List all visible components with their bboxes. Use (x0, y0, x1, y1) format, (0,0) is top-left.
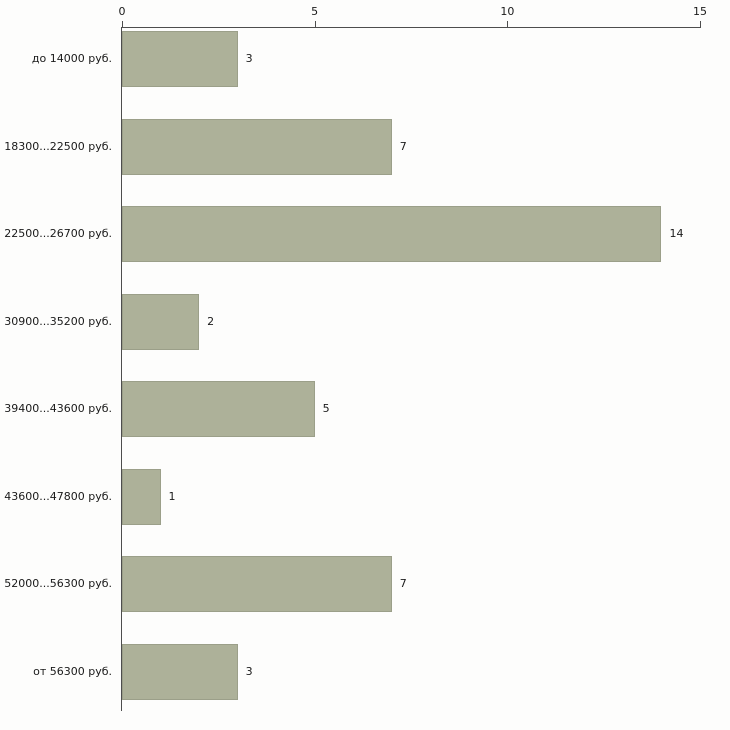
bar-value-label: 14 (669, 227, 684, 240)
category-label: 22500...26700 руб. (4, 227, 112, 240)
category-label: 30900...35200 руб. (4, 314, 112, 328)
x-tick-label: 10 (500, 5, 515, 18)
bar-2 (122, 206, 662, 262)
category-label: 43600...47800 руб. (4, 489, 112, 503)
bar-7 (122, 643, 238, 700)
category-label: от 56300 руб. (33, 664, 112, 678)
bar-value-label: 1 (168, 489, 176, 503)
category-label: 39400...43600 руб. (4, 402, 112, 415)
bar-3 (122, 293, 200, 350)
bar-6 (122, 556, 392, 612)
x-tick-label: 15 (693, 5, 707, 18)
x-tick-mark (122, 21, 123, 27)
bar-value-label: 7 (399, 139, 407, 153)
category-label: 52000...56300 руб. (4, 577, 112, 590)
category-label: 18300...22500 руб. (4, 139, 112, 153)
x-tick-mark (507, 21, 509, 27)
x-tick-mark (700, 21, 701, 27)
x-tick-mark (314, 21, 316, 27)
bar-0 (122, 31, 238, 87)
bar-value-label: 2 (207, 314, 215, 328)
bar-4 (122, 381, 315, 437)
bar-value-label: 3 (245, 52, 253, 65)
category-labels: до 14000 руб. 18300...22500 руб. 22500...2… (0, 27, 118, 711)
y-axis-line (121, 27, 122, 711)
x-axis-line (121, 27, 701, 28)
x-tick-label: 5 (311, 5, 319, 18)
bar-5 (122, 468, 161, 525)
bar-1 (122, 118, 392, 175)
bar-value-label: 3 (245, 664, 253, 678)
bar-value-label: 7 (399, 577, 407, 590)
category-label: до 14000 руб. (31, 52, 112, 65)
bar-value-label: 5 (322, 402, 330, 415)
plot-area: 0 5 10 15 3 7 14 2 5 1 7 3 (119, 5, 707, 711)
x-tick-label: 0 (118, 5, 126, 18)
